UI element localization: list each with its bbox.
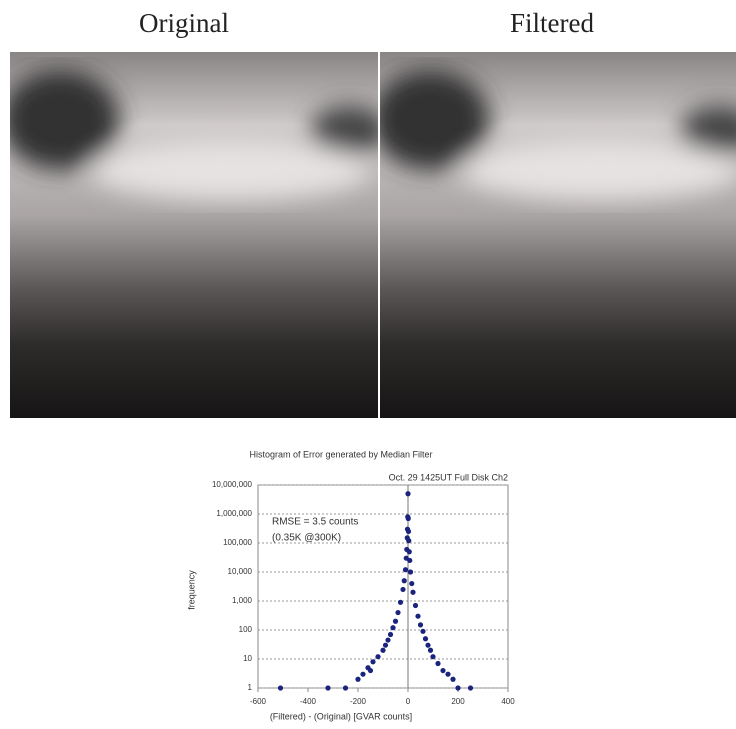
x-axis-label: (Filtered) - (Original) [GVAR counts]: [270, 711, 412, 721]
data-point: [405, 491, 411, 497]
data-point: [440, 667, 446, 674]
data-point: [415, 613, 421, 619]
data-point: [375, 654, 381, 660]
data-point: [410, 589, 416, 595]
data-point: [277, 685, 284, 691]
data-point: [412, 602, 419, 609]
annotation: (0.35K @300K): [272, 533, 341, 544]
data-point: [445, 671, 451, 677]
data-point: [397, 599, 404, 605]
data-point: [407, 569, 414, 575]
y-axis-label: frequency: [186, 570, 196, 610]
x-tick-label: -400: [300, 697, 317, 706]
y-tick-label: 10: [243, 654, 252, 663]
data-point: [392, 618, 399, 624]
y-tick-label: 1,000,000: [216, 509, 252, 518]
annotation: RMSE = 3.5 counts: [272, 517, 358, 528]
data-point: [425, 642, 431, 648]
data-point: [430, 654, 436, 660]
y-tick-label: 10,000,000: [212, 480, 253, 489]
data-point: [385, 637, 391, 643]
data-point: [325, 685, 331, 691]
data-point: [355, 676, 361, 682]
data-point: [387, 631, 394, 638]
y-tick-label: 100: [239, 625, 253, 634]
data-point: [427, 647, 434, 653]
data-point: [382, 642, 389, 648]
data-point: [370, 659, 376, 665]
data-point: [380, 647, 386, 653]
data-point: [450, 676, 456, 682]
data-point: [467, 685, 474, 691]
histogram-chart: Histogram of Error generated by Median F…: [186, 449, 515, 721]
image-caption: Filtered: [510, 8, 594, 38]
x-tick-label: 200: [451, 697, 465, 706]
data-point: [417, 622, 424, 628]
y-tick-label: 10,000: [228, 567, 253, 576]
data-point: [401, 578, 407, 584]
data-point: [360, 671, 366, 677]
data-point: [455, 685, 461, 691]
x-tick-label: -200: [350, 697, 367, 706]
data-point: [420, 628, 426, 634]
x-tick-label: 400: [501, 697, 515, 706]
data-point: [390, 625, 396, 631]
chart-title: Histogram of Error generated by Median F…: [249, 449, 432, 459]
data-point: [395, 609, 401, 616]
data-point: [405, 528, 412, 535]
x-tick-label: -600: [250, 697, 267, 706]
y-tick-label: 1: [248, 683, 253, 692]
data-point: [400, 586, 406, 593]
data-point: [405, 515, 411, 522]
data-point: [435, 660, 441, 667]
x-tick-label: 0: [406, 697, 411, 706]
data-point: [409, 580, 415, 587]
image-caption: Original: [139, 8, 229, 38]
data-point: [367, 667, 374, 674]
filtered-image: [380, 52, 736, 418]
data-point: [406, 549, 412, 555]
data-point: [406, 538, 412, 544]
annotation: Oct. 29 1425UT Full Disk Ch2: [389, 472, 508, 482]
y-tick-label: 1,000: [232, 596, 253, 605]
original-image: [10, 52, 378, 418]
plot-frame: [257, 484, 509, 689]
data-point: [342, 685, 349, 691]
data-point: [407, 557, 413, 564]
satellite-images: [10, 52, 736, 418]
data-point: [402, 567, 409, 573]
y-tick-label: 100,000: [223, 538, 252, 547]
data-point: [422, 636, 429, 642]
